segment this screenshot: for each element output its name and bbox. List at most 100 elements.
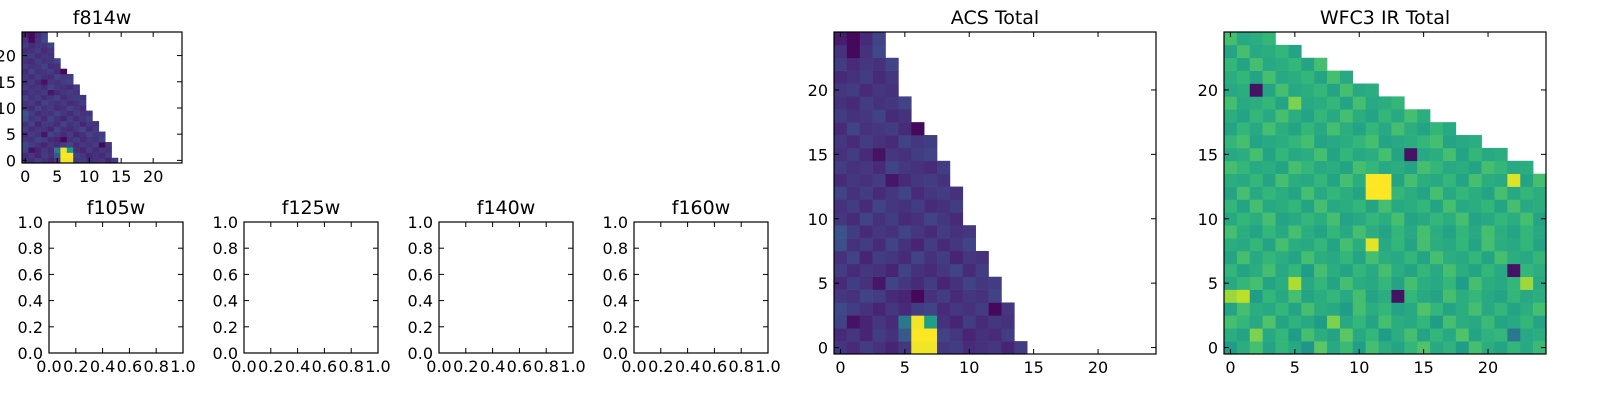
heatmap-cell [1352, 328, 1366, 342]
x-tick-label: 0.4 [675, 357, 700, 376]
heatmap-cell [937, 238, 951, 252]
heatmap-cell [54, 58, 61, 64]
heatmap-cell [1301, 225, 1315, 239]
heatmap-cell [66, 105, 74, 111]
heatmap-cell [1391, 302, 1405, 316]
heatmap-cell [92, 136, 100, 143]
heatmap-cell [924, 199, 938, 213]
heatmap-cell [962, 238, 976, 252]
heatmap-cell [1468, 315, 1482, 329]
x-tick-label: 1.0 [170, 357, 195, 376]
heatmap-cell [1520, 212, 1534, 226]
heatmap-cell [47, 63, 55, 69]
heatmap-cell [1288, 147, 1302, 162]
heatmap-cell [911, 186, 925, 200]
y-tick-label: 0.4 [603, 292, 628, 311]
heatmap-cell [1001, 315, 1015, 329]
heatmap-cell [28, 32, 36, 38]
heatmap-cell [1301, 276, 1315, 290]
axes-frame [633, 221, 769, 354]
x-tick-label: 0.2 [648, 357, 673, 376]
heatmap-cell [1494, 238, 1508, 252]
heatmap-cell [1378, 341, 1392, 355]
heatmap-cell [47, 121, 55, 127]
heatmap-cell [846, 199, 861, 213]
heatmap-cell [73, 152, 80, 159]
heatmap-cell [1314, 328, 1328, 342]
heatmap-cell [79, 152, 87, 159]
heatmap-cell [1352, 160, 1366, 174]
heatmap-cell [1262, 315, 1276, 329]
x-tick-label: 10 [1349, 358, 1369, 377]
heatmap-cell [872, 212, 886, 226]
heatmap-cell [949, 186, 964, 200]
heatmap-cell [898, 212, 912, 226]
heatmap-cell [1339, 328, 1354, 342]
heatmap-cell [28, 126, 36, 132]
heatmap-cell [1365, 147, 1379, 162]
heatmap-cell [34, 121, 42, 127]
heatmap-cell [1494, 173, 1508, 187]
x-tick-label: 5 [1290, 358, 1300, 377]
heatmap-cell [22, 73, 29, 80]
heatmap-cell [834, 289, 848, 303]
heatmap-cell [1339, 289, 1354, 303]
heatmap-cell [1442, 147, 1457, 162]
panel-f125w: 0.0 0.2 0.4 0.6 0.8 1.00.00.20.40.60.81.0f125… [213, 197, 391, 376]
heatmap-cell [924, 173, 938, 187]
heatmap-cell [1533, 173, 1547, 187]
heatmap-cell [66, 147, 74, 153]
heatmap-cell [79, 94, 87, 101]
heatmap-cell [898, 328, 912, 342]
heatmap-cell [1494, 341, 1508, 355]
heatmap-cell [1301, 147, 1315, 162]
heatmap-cell [1314, 147, 1328, 162]
heatmap-cell [1288, 109, 1302, 123]
heatmap-cell [60, 105, 68, 111]
heatmap-cell [41, 100, 48, 106]
heatmap-cell [859, 83, 873, 97]
heatmap-cell [105, 147, 112, 153]
heatmap-cell [1468, 186, 1482, 200]
heatmap-cell [1494, 212, 1508, 226]
heatmap-cell [1249, 302, 1263, 316]
heatmap-cell [1327, 135, 1341, 149]
heatmap-cell [47, 131, 55, 138]
heatmap-cell [1001, 328, 1015, 342]
heatmap-cell [872, 57, 886, 71]
heatmap-cell [975, 289, 989, 303]
heatmap-cell [911, 135, 925, 149]
heatmap-cell [1275, 186, 1289, 200]
heatmap-cell [1275, 96, 1289, 110]
heatmap-cell [1468, 147, 1482, 162]
heatmap-cell [34, 32, 42, 38]
heatmap-cell [1339, 186, 1354, 200]
heatmap-cell [1507, 250, 1521, 265]
heatmap-cell [1327, 122, 1341, 136]
y-tick-label: 20 [808, 81, 828, 100]
heatmap-cell [34, 147, 42, 153]
heatmap-cell [47, 52, 55, 59]
axes-frame [21, 31, 183, 164]
heatmap-cell [1262, 96, 1276, 110]
heatmap-cell [1275, 83, 1289, 97]
heatmap-cell [1417, 276, 1431, 290]
heatmap-cell [1481, 328, 1495, 342]
heatmap-cell [1301, 173, 1315, 187]
heatmap-cell [1430, 315, 1444, 329]
heatmap-cell [1430, 225, 1444, 239]
heatmap-cell [911, 238, 925, 252]
heatmap-cell [1288, 122, 1302, 136]
heatmap-cell [1288, 328, 1302, 342]
heatmap-cell [1249, 186, 1263, 200]
heatmap-cell [1365, 328, 1379, 342]
heatmap-cell [47, 152, 55, 159]
heatmap-cell [34, 115, 42, 122]
heatmap-cell [911, 302, 925, 316]
heatmap-cell [1288, 225, 1302, 239]
heatmap-cell [28, 110, 36, 117]
heatmap-cell [1391, 122, 1405, 136]
heatmap-cell [911, 122, 925, 136]
y-tick-label: 10 [0, 99, 16, 118]
heatmap-cell [54, 84, 61, 90]
